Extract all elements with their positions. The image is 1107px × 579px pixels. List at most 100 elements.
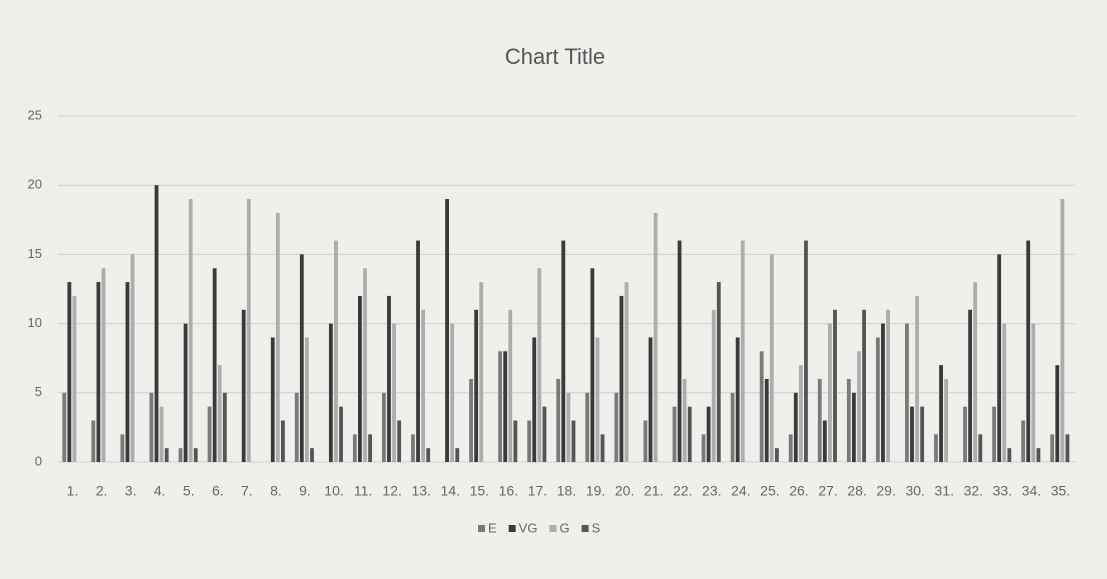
bar [833,309,837,462]
bar [217,365,222,462]
x-tick-label: 24. [731,483,750,499]
x-tick-label: 14. [441,483,460,499]
x-tick-label: 17. [528,483,547,499]
bar [915,295,919,462]
bar [759,351,764,462]
bar [648,337,653,462]
bar [1050,434,1055,462]
x-tick-label: 15. [470,483,489,499]
bar [862,309,866,462]
bar [804,240,808,462]
x-tick-label: 19. [586,483,605,499]
bar [566,392,571,462]
bar [624,282,629,462]
bar [1065,434,1070,462]
bar [1036,448,1041,462]
bar [281,420,285,462]
x-tick-label: 22. [673,483,692,499]
bar [910,406,914,462]
x-tick-label: 27. [818,483,837,499]
x-tick-label: 26. [789,483,808,499]
bar [1060,199,1065,463]
bar [788,434,793,462]
bar [571,420,576,462]
bar [846,378,851,462]
x-tick-label: 29. [876,483,895,499]
legend-swatch [581,525,589,532]
x-tick-label: 10. [324,483,343,499]
legend-label: VG [519,520,538,535]
bar [67,282,72,462]
bar [62,392,67,462]
legend-label: E [488,520,497,535]
bar [857,351,861,462]
legend-swatch [549,525,557,532]
bar [1007,448,1012,462]
bar [416,240,420,462]
bar [469,378,473,462]
bar [1002,323,1007,462]
x-tick-label: 2. [96,483,108,499]
bar [450,323,455,462]
x-tick-label: 18. [557,483,576,499]
bar [455,448,460,462]
bar [600,434,605,462]
bar [310,448,314,462]
x-tick-label: 4. [154,483,166,499]
bar [352,434,357,462]
y-tick-label: 25 [28,107,42,122]
bar [159,406,164,462]
bar [445,199,450,463]
bar [687,406,692,462]
legend-swatch [478,525,485,532]
bar [716,282,721,462]
x-tick-label: 1. [67,483,79,499]
bar [963,406,967,462]
bar [701,434,706,462]
bar [643,420,648,462]
x-tick-label: 32. [964,483,983,499]
bar [817,378,822,462]
x-tick-label: 20. [615,483,634,499]
y-tick-label: 5 [35,384,42,399]
bar [774,448,779,462]
bar [542,406,547,462]
legend-swatch [508,525,516,532]
y-tick-label: 15 [28,246,42,261]
bar [740,240,745,462]
bar [270,337,275,462]
bar [793,392,798,462]
bar [304,337,309,462]
y-tick-label: 0 [35,453,42,468]
bar [595,337,600,462]
y-tick-label: 20 [28,177,42,192]
bar [886,309,890,462]
bar [653,212,658,462]
x-tick-label: 21. [644,483,663,499]
bar [241,309,246,462]
bar [711,309,716,462]
bar [183,323,188,462]
bar [421,309,426,462]
bar [730,392,735,462]
bar [973,282,978,462]
bar [503,351,508,462]
x-tick-label: 16. [499,483,518,499]
bar [619,295,624,462]
x-tick-label: 3. [125,483,137,499]
bar [381,392,386,462]
bar [96,282,101,462]
bar [299,254,304,462]
bar [614,392,619,462]
bar [130,254,135,462]
bar [944,378,949,462]
bar [513,420,518,462]
bar [735,337,740,462]
bar [537,268,542,462]
bar [328,323,333,462]
bar [532,337,537,462]
bar [246,199,251,463]
bar [178,448,183,462]
